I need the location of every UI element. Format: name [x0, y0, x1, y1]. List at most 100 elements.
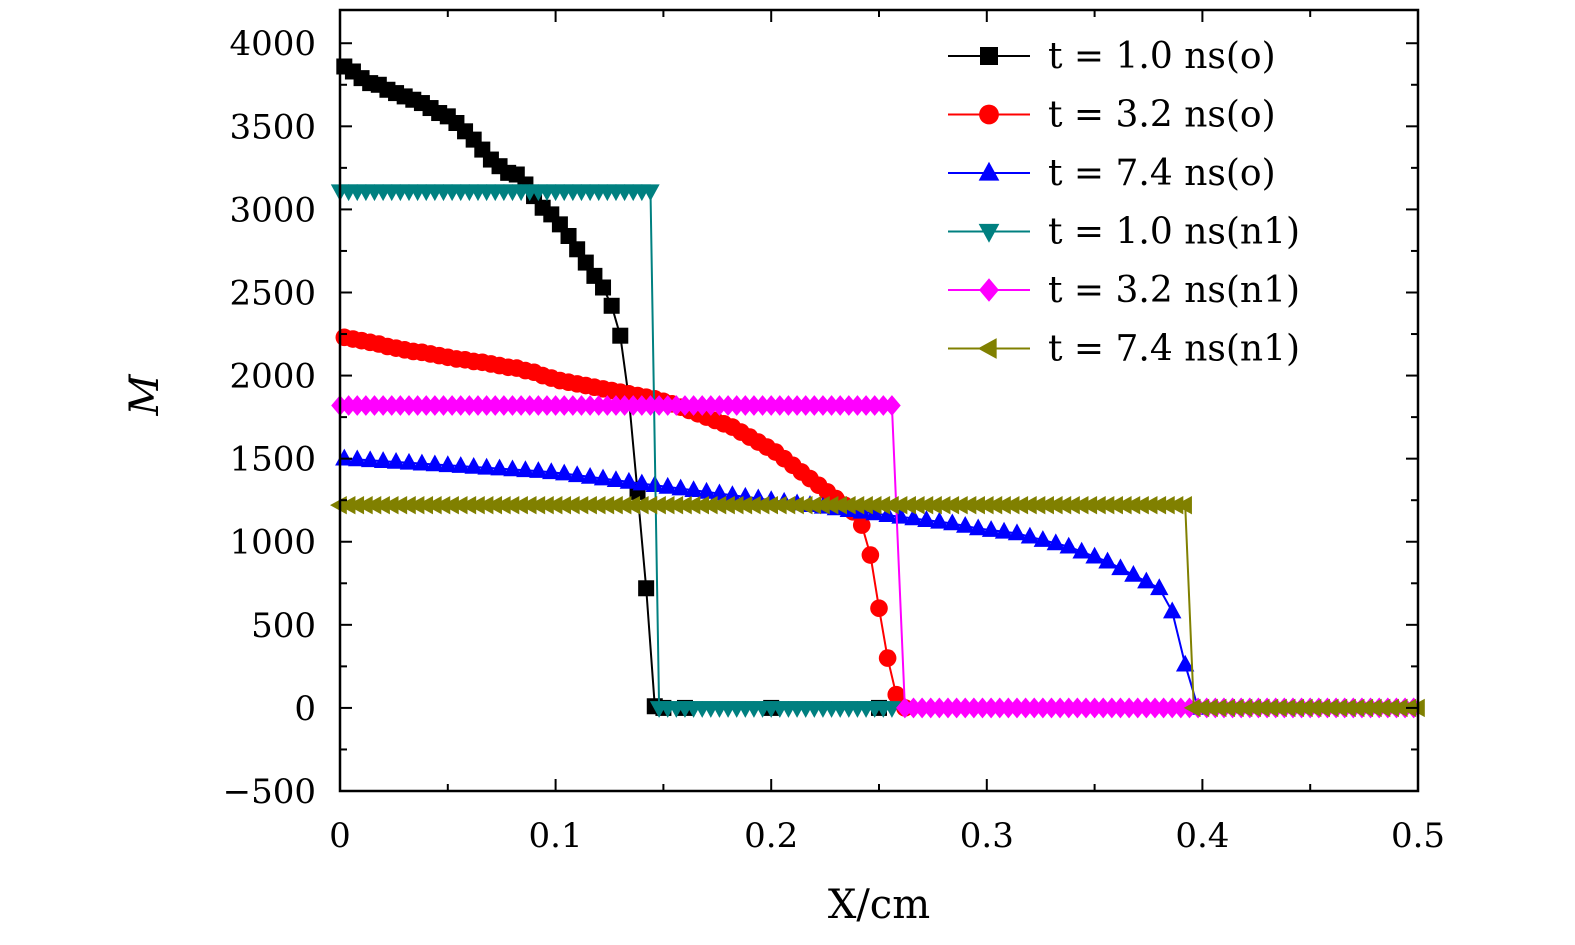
- legend-marker: [979, 278, 999, 302]
- data-point: [373, 451, 393, 468]
- data-point: [878, 505, 897, 522]
- data-point: [476, 495, 494, 515]
- data-point: [907, 495, 925, 515]
- data-point: [1339, 698, 1356, 718]
- data-point: [1287, 698, 1305, 718]
- legend-entry: t = 1.0 ns(n1): [948, 212, 1300, 253]
- data-point: [1252, 698, 1270, 718]
- data-point: [994, 521, 1014, 539]
- x-tick-label: 0.4: [1175, 816, 1229, 856]
- series-layer: [330, 58, 1425, 719]
- legend-entry: t = 3.2 ns(o): [948, 95, 1276, 136]
- data-point: [511, 495, 528, 515]
- data-point: [692, 495, 710, 515]
- data-point: [718, 495, 735, 515]
- data-point: [976, 495, 994, 515]
- y-tick-label: 4000: [229, 24, 316, 64]
- data-point: [878, 649, 897, 667]
- data-point: [1088, 495, 1106, 515]
- data-point: [338, 495, 356, 515]
- data-point: [1356, 698, 1374, 718]
- data-point: [580, 495, 597, 515]
- data-point: [399, 452, 419, 470]
- data-point: [451, 456, 470, 473]
- data-point: [528, 495, 546, 515]
- legend-entry: t = 7.4 ns(o): [948, 153, 1276, 194]
- data-point: [467, 495, 485, 515]
- legend: t = 1.0 ns(o) t = 3.2 ns(o) t = 7.4 ns(o) t…: [948, 36, 1300, 370]
- data-point: [1330, 698, 1348, 718]
- data-point: [1011, 495, 1029, 515]
- data-point: [603, 297, 620, 314]
- data-point: [1059, 536, 1078, 554]
- data-point: [710, 483, 729, 501]
- data-point: [536, 495, 554, 515]
- data-point: [542, 462, 561, 480]
- data-point: [390, 495, 408, 515]
- data-point: [1072, 541, 1091, 559]
- data-point: [1150, 578, 1169, 596]
- legend-marker: [977, 338, 997, 359]
- data-point: [883, 395, 901, 416]
- data-point: [1244, 698, 1261, 718]
- data-point: [1020, 526, 1040, 544]
- data-point: [588, 495, 606, 515]
- data-point: [545, 495, 563, 515]
- data-point: [852, 516, 871, 534]
- data-point: [1124, 564, 1143, 582]
- data-point: [1007, 523, 1027, 541]
- series-2: [335, 328, 914, 717]
- data-point: [899, 495, 916, 515]
- data-point: [641, 184, 660, 202]
- data-point: [1111, 558, 1130, 576]
- y-tick-label: 2000: [229, 357, 316, 397]
- data-point: [355, 495, 373, 515]
- data-point: [864, 495, 882, 515]
- data-point: [1192, 698, 1210, 718]
- data-point: [865, 503, 884, 521]
- data-point: [674, 495, 692, 515]
- data-point: [684, 480, 703, 498]
- data-point: [812, 495, 830, 515]
- data-point: [933, 495, 951, 515]
- data-point: [942, 495, 960, 515]
- data-point: [1347, 698, 1365, 718]
- data-point: [861, 546, 880, 564]
- data-point: [1033, 530, 1053, 547]
- legend-label: t = 3.2 ns(o): [1048, 95, 1276, 136]
- data-point: [631, 495, 649, 515]
- data-point: [529, 461, 548, 478]
- data-point: [1218, 698, 1236, 718]
- data-point: [1046, 533, 1065, 551]
- y-tick-label: 500: [251, 606, 316, 646]
- y-tick-label: −500: [223, 772, 316, 812]
- data-point: [735, 495, 753, 515]
- data-point: [1123, 495, 1141, 515]
- legend-entry: t = 3.2 ns(n1): [948, 270, 1300, 311]
- data-point: [752, 495, 770, 515]
- data-point: [1002, 495, 1020, 515]
- data-point: [1226, 698, 1244, 718]
- legend-marker: [978, 223, 1000, 243]
- data-point: [1390, 698, 1408, 718]
- data-point: [1137, 571, 1156, 589]
- data-point: [1382, 698, 1399, 718]
- data-point: [1098, 551, 1117, 569]
- series-line: [340, 190, 892, 709]
- data-point: [412, 453, 432, 471]
- data-point: [1175, 495, 1192, 515]
- data-point: [562, 495, 580, 515]
- data-point: [830, 495, 847, 515]
- data-point: [916, 495, 934, 515]
- data-point: [433, 495, 451, 515]
- y-tick-label: 2500: [229, 273, 316, 313]
- data-point: [1140, 495, 1158, 515]
- data-point: [571, 495, 589, 515]
- data-point: [416, 495, 434, 515]
- data-point: [1209, 698, 1227, 718]
- data-point: [1373, 698, 1391, 718]
- data-point: [671, 478, 690, 496]
- data-point: [1175, 654, 1195, 672]
- data-point: [1321, 698, 1339, 718]
- data-point: [360, 450, 380, 468]
